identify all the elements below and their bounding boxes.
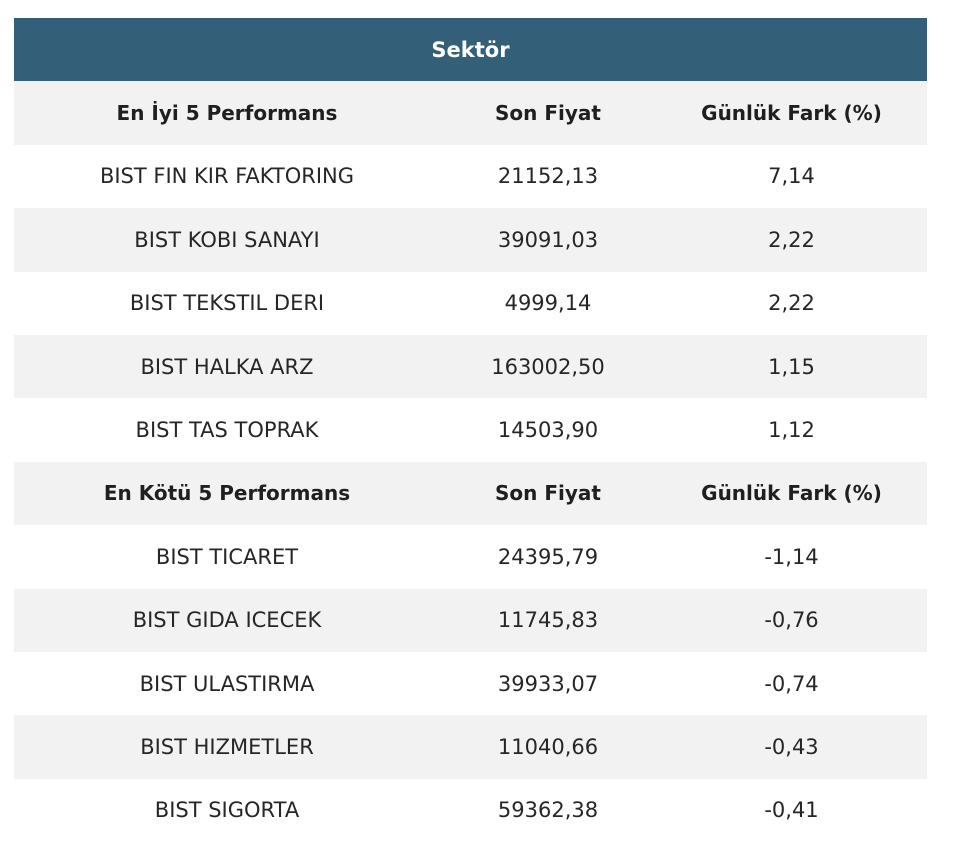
table-row: BIST TICARET 24395,79 -1,14: [14, 525, 927, 588]
last-price: 14503,90: [497, 418, 599, 443]
sector-name: BIST HALKA ARZ: [140, 354, 314, 379]
daily-change: -0,41: [764, 798, 819, 823]
table-row: BIST FIN KIR FAKTORING 21152,13 7,14: [14, 145, 927, 208]
worst-column-header-price: Son Fiyat: [495, 481, 601, 506]
last-price: 39091,03: [497, 227, 599, 252]
daily-change: -0,74: [764, 671, 819, 696]
table-title-row: Sektör: [14, 18, 928, 82]
worst-header-row: En Kötü 5 Performans Son Fiyat Günlük Fa…: [14, 461, 928, 526]
sector-name: BIST GIDA ICECEK: [132, 608, 322, 633]
best-column-header-change: Günlük Fark (%): [701, 101, 882, 126]
table-title: Sektör: [14, 18, 928, 82]
sector-name: BIST FIN KIR FAKTORING: [99, 164, 355, 189]
last-price: 59362,38: [497, 798, 599, 823]
last-price: 11745,83: [497, 608, 599, 633]
table-row: BIST KOBI SANAYI 39091,03 2,22: [14, 208, 928, 272]
daily-change: 1,15: [768, 354, 815, 379]
sector-name: BIST KOBI SANAYI: [134, 227, 320, 252]
best-column-header-name: En İyi 5 Performans: [116, 101, 338, 126]
sector-name: BIST TICARET: [155, 544, 299, 569]
table-row: BIST HIZMETLER 11040,66 -0,43: [14, 715, 928, 779]
sector-name: BIST SIGORTA: [154, 798, 300, 823]
table-row: BIST GIDA ICECEK 11745,83 -0,76: [14, 588, 928, 652]
sector-name: BIST HIZMETLER: [140, 734, 314, 759]
sector-performance-table-container: Sektör En İyi 5 Performans Son Fiyat Gün…: [14, 18, 928, 842]
daily-change: 2,22: [768, 227, 815, 252]
table-row: BIST ULASTIRMA 39933,07 -0,74: [14, 652, 927, 715]
daily-change: -0,43: [764, 734, 819, 759]
table-row: BIST SIGORTA 59362,38 -0,41: [14, 779, 927, 842]
worst-column-header-name: En Kötü 5 Performans: [103, 481, 351, 506]
last-price: 21152,13: [497, 164, 599, 189]
best-column-header-price: Son Fiyat: [495, 101, 601, 126]
last-price: 4999,14: [504, 291, 592, 316]
last-price: 39933,07: [497, 671, 599, 696]
last-price: 24395,79: [497, 544, 599, 569]
daily-change: -1,14: [764, 544, 819, 569]
sector-name: BIST TAS TOPRAK: [135, 418, 319, 443]
last-price: 11040,66: [497, 734, 599, 759]
table-row: BIST TAS TOPRAK 14503,90 1,12: [14, 398, 927, 461]
best-header-row: En İyi 5 Performans Son Fiyat Günlük Far…: [14, 81, 928, 145]
table-row: BIST TEKSTIL DERI 4999,14 2,22: [14, 272, 927, 335]
daily-change: 7,14: [768, 164, 815, 189]
daily-change: -0,76: [764, 608, 819, 633]
sector-name: BIST TEKSTIL DERI: [129, 291, 325, 316]
worst-column-header-change: Günlük Fark (%): [701, 481, 882, 506]
sector-performance-table: Sektör En İyi 5 Performans Son Fiyat Gün…: [14, 18, 928, 842]
table-row: BIST HALKA ARZ 163002,50 1,15: [14, 334, 928, 399]
daily-change: 1,12: [768, 418, 815, 443]
daily-change: 2,22: [768, 291, 815, 316]
last-price: 163002,50: [491, 354, 605, 379]
sector-name: BIST ULASTIRMA: [139, 671, 315, 696]
